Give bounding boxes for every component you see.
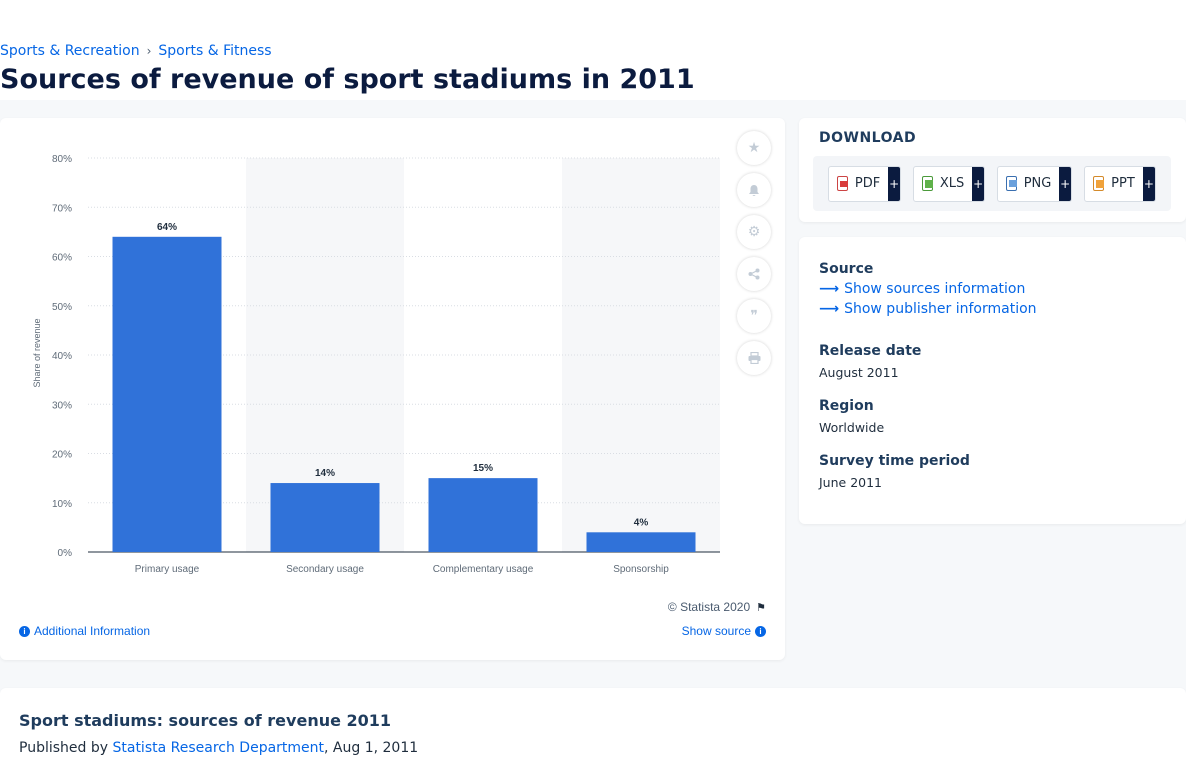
y-tick-label: 70% <box>52 203 72 214</box>
data-label: 15% <box>473 463 493 474</box>
y-tick-label: 10% <box>52 499 72 510</box>
download-pdf-label: PDF <box>854 176 881 191</box>
show-sources-link[interactable]: ⟶ Show sources information <box>819 281 1037 297</box>
copyright-text: © Statista 2020 <box>667 600 751 614</box>
survey-period-value: June 2011 <box>819 475 883 490</box>
plus-icon: + <box>888 166 900 201</box>
description-card: Sport stadiums: sources of revenue 2011 … <box>0 688 1186 760</box>
statistic-title: Sport stadiums: sources of revenue 2011 <box>19 711 392 730</box>
arrow-right-icon: ⟶ <box>819 301 840 317</box>
star-icon[interactable]: ★ <box>737 131 771 165</box>
published-by: Published by Statista Research Departmen… <box>19 740 418 756</box>
info-icon: i <box>19 625 30 637</box>
y-axis-label: Share of revenue <box>32 318 42 387</box>
source-label: Source <box>819 261 874 277</box>
published-date: , Aug 1, 2011 <box>324 740 419 756</box>
data-label: 64% <box>157 222 177 233</box>
bar <box>270 483 380 552</box>
download-buttons: PDF + XLS + PNG + PPT + <box>813 156 1171 211</box>
info-card: Source ⟶ Show sources information ⟶ Show… <box>799 237 1186 524</box>
x-tick-label: Sponsorship <box>613 564 669 575</box>
release-date-label: Release date <box>819 343 922 359</box>
breadcrumb-sports-recreation[interactable]: Sports & Recreation <box>0 43 140 59</box>
bar <box>112 236 222 553</box>
published-prefix: Published by <box>19 740 109 756</box>
breadcrumb-sports-fitness[interactable]: Sports & Fitness <box>158 43 272 59</box>
region-value: Worldwide <box>819 420 885 435</box>
copyright: © Statista 2020 ⚑ <box>668 600 766 614</box>
release-date-value: August 2011 <box>819 365 899 380</box>
xls-file-icon <box>922 176 933 191</box>
show-publisher-link[interactable]: ⟶ Show publisher information <box>819 301 1037 317</box>
y-tick-label: 20% <box>52 450 72 461</box>
info-icon: i <box>755 625 766 637</box>
arrow-right-icon: ⟶ <box>819 281 840 297</box>
data-label: 4% <box>634 517 649 528</box>
bar <box>428 478 538 552</box>
plus-icon: + <box>1142 166 1155 201</box>
additional-information-link[interactable]: i Additional Information <box>19 624 150 638</box>
region-section: Region Worldwide <box>819 398 884 435</box>
bar <box>586 532 696 552</box>
share-glyph <box>748 268 760 280</box>
plus-icon: + <box>972 166 984 201</box>
y-tick-label: 0% <box>58 548 73 559</box>
download-ppt-label: PPT <box>1111 176 1135 191</box>
chart-card: 0% 10% 20% 30% 40% 50% 60% 70% 80% Share of reven… <box>0 118 785 660</box>
download-xls-button[interactable]: XLS + <box>913 165 985 202</box>
show-source-label: Show source <box>681 624 751 638</box>
source-section: Source ⟶ Show sources information ⟶ Show… <box>819 261 1037 317</box>
download-pdf-button[interactable]: PDF + <box>828 165 901 202</box>
breadcrumb-separator: › <box>146 44 152 58</box>
y-tick-label: 30% <box>52 400 72 411</box>
additional-information-label: Additional Information <box>34 624 151 638</box>
show-publisher-label: Show publisher information <box>844 301 1037 317</box>
download-ppt-button[interactable]: PPT + <box>1084 165 1156 202</box>
data-label: 14% <box>315 468 335 479</box>
png-file-icon <box>1006 176 1017 191</box>
download-png-button[interactable]: PNG + <box>997 165 1072 202</box>
survey-period-section: Survey time period June 2011 <box>819 453 970 490</box>
x-tick-label: Secondary usage <box>286 564 364 575</box>
x-tick-label: Primary usage <box>135 564 200 575</box>
ppt-file-icon <box>1093 176 1105 191</box>
bell-glyph <box>749 184 759 196</box>
pdf-file-icon <box>837 176 848 191</box>
bar-chart: 0% 10% 20% 30% 40% 50% 60% 70% 80% Share of reven… <box>32 154 720 575</box>
release-date-section: Release date August 2011 <box>819 343 921 380</box>
bell-icon[interactable] <box>737 173 771 207</box>
show-source-link[interactable]: Show source i <box>682 624 766 638</box>
y-tick-label: 50% <box>52 302 72 313</box>
download-xls-label: XLS <box>939 176 965 191</box>
download-png-label: PNG <box>1023 176 1052 191</box>
top-bar <box>0 0 1186 100</box>
page-title: Sources of revenue of sport stadiums in … <box>0 64 695 95</box>
survey-period-label: Survey time period <box>819 453 970 469</box>
quote-icon[interactable]: ❞ <box>737 299 771 333</box>
download-card: DOWNLOAD PDF + XLS + PNG + PPT + <box>799 118 1186 222</box>
publisher-link[interactable]: Statista Research Department <box>112 740 325 756</box>
breadcrumb: Sports & Recreation › Sports & Fitness <box>0 43 272 59</box>
y-tick-label: 60% <box>52 253 72 264</box>
flag-icon[interactable]: ⚑ <box>756 601 766 614</box>
print-icon[interactable] <box>737 341 771 375</box>
download-heading: DOWNLOAD <box>819 130 917 146</box>
chart-tools: ★ ⚙ ❞ <box>737 131 773 383</box>
region-label: Region <box>819 398 874 414</box>
show-sources-label: Show sources information <box>844 281 1026 297</box>
print-glyph <box>748 352 760 364</box>
plus-icon: + <box>1059 166 1071 201</box>
y-tick-label: 40% <box>52 351 72 362</box>
gear-icon[interactable]: ⚙ <box>737 215 771 249</box>
x-tick-label: Complementary usage <box>433 564 534 575</box>
y-tick-label: 80% <box>52 154 72 165</box>
share-icon[interactable] <box>737 257 771 291</box>
